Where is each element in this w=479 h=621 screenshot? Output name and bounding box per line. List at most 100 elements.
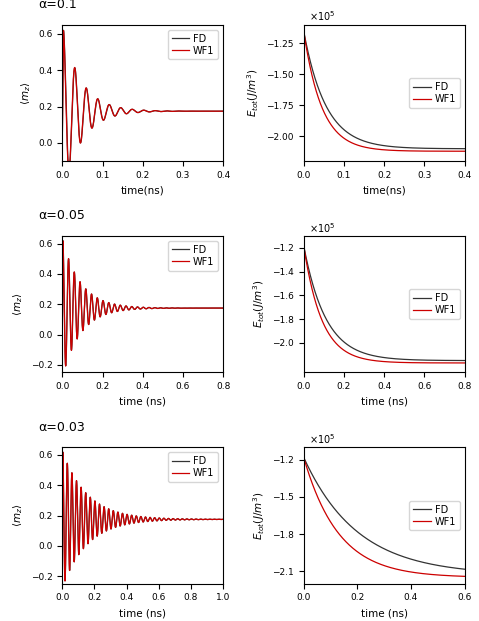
WF1 — [61, 27, 67, 34]
WF1 — [136, 519, 142, 526]
Y-axis label: $E_{tot}(J/m^3)$: $E_{tot}(J/m^3)$ — [251, 491, 266, 540]
WF1 — [457, 359, 463, 366]
WF1 — [379, 358, 385, 365]
FD — [207, 304, 213, 312]
X-axis label: time (ns): time (ns) — [361, 397, 408, 407]
WF1 — [60, 448, 66, 456]
WF1 — [66, 167, 72, 175]
WF1 — [176, 107, 182, 115]
WF1 — [301, 242, 307, 250]
FD — [379, 142, 385, 149]
WF1 — [216, 515, 221, 523]
WF1 — [379, 146, 385, 153]
WF1 — [136, 109, 142, 116]
WF1 — [216, 107, 221, 115]
WF1 — [309, 479, 315, 486]
Y-axis label: $\langle m_z \rangle$: $\langle m_z \rangle$ — [11, 504, 25, 527]
FD — [136, 519, 142, 526]
X-axis label: time (ns): time (ns) — [119, 397, 166, 407]
WF1 — [309, 71, 315, 79]
WF1 — [63, 362, 68, 369]
FD — [301, 27, 307, 35]
Legend: FD, WF1: FD, WF1 — [168, 30, 218, 60]
FD — [428, 356, 433, 364]
Y-axis label: $E_{tot}(J/m^3)$: $E_{tot}(J/m^3)$ — [245, 69, 261, 117]
WF1 — [220, 515, 226, 523]
FD — [216, 515, 221, 523]
FD — [309, 278, 315, 285]
FD — [375, 542, 380, 549]
FD — [128, 512, 134, 520]
FD — [136, 109, 142, 116]
X-axis label: time(ns): time(ns) — [121, 186, 165, 196]
WF1 — [207, 107, 213, 115]
FD — [176, 304, 182, 312]
FD — [428, 145, 433, 152]
WF1 — [457, 359, 463, 366]
WF1 — [59, 542, 65, 550]
FD — [375, 141, 380, 148]
WF1 — [60, 237, 66, 245]
WF1 — [457, 573, 463, 580]
FD — [59, 331, 65, 338]
WF1 — [216, 304, 221, 312]
Text: α=0.05: α=0.05 — [38, 209, 85, 222]
WF1 — [379, 561, 385, 569]
Line: FD: FD — [304, 246, 465, 361]
Text: $\times 10^5$: $\times 10^5$ — [308, 10, 335, 24]
WF1 — [375, 560, 380, 567]
Y-axis label: $\langle m_z \rangle$: $\langle m_z \rangle$ — [11, 292, 25, 316]
Y-axis label: $\langle m_z \rangle$: $\langle m_z \rangle$ — [19, 81, 33, 105]
FD — [62, 577, 68, 584]
Text: α=0.1: α=0.1 — [38, 0, 77, 11]
FD — [60, 448, 66, 456]
FD — [207, 515, 213, 523]
FD — [59, 139, 65, 147]
Legend: FD, WF1: FD, WF1 — [168, 452, 218, 482]
X-axis label: time (ns): time (ns) — [119, 608, 166, 618]
Legend: FD, WF1: FD, WF1 — [168, 241, 218, 271]
WF1 — [62, 578, 68, 585]
WF1 — [428, 571, 433, 578]
WF1 — [428, 147, 433, 155]
WF1 — [59, 139, 65, 147]
WF1 — [176, 516, 182, 524]
FD — [457, 145, 463, 152]
FD — [457, 357, 463, 365]
Line: WF1: WF1 — [304, 31, 465, 152]
Legend: FD, WF1: FD, WF1 — [409, 289, 460, 319]
WF1 — [127, 305, 133, 312]
WF1 — [220, 107, 226, 115]
FD — [220, 304, 226, 312]
WF1 — [457, 573, 463, 580]
FD — [127, 305, 133, 312]
Text: α=0.03: α=0.03 — [38, 421, 85, 434]
FD — [127, 519, 133, 527]
FD — [301, 242, 307, 250]
Line: FD: FD — [62, 241, 223, 366]
FD — [66, 167, 72, 175]
Line: FD: FD — [62, 30, 223, 171]
Line: FD: FD — [62, 452, 223, 581]
FD — [457, 565, 463, 573]
Legend: FD, WF1: FD, WF1 — [409, 501, 460, 530]
FD — [220, 515, 226, 523]
WF1 — [220, 304, 226, 312]
FD — [136, 304, 142, 312]
FD — [61, 27, 67, 34]
Line: FD: FD — [304, 31, 465, 148]
Y-axis label: $E_{tot}(J/m^3)$: $E_{tot}(J/m^3)$ — [251, 280, 266, 329]
WF1 — [59, 331, 65, 338]
FD — [457, 565, 463, 573]
FD — [309, 470, 315, 478]
WF1 — [301, 27, 307, 35]
Line: WF1: WF1 — [304, 457, 465, 576]
X-axis label: time (ns): time (ns) — [361, 608, 408, 618]
FD — [462, 357, 468, 365]
FD — [216, 107, 221, 115]
WF1 — [207, 304, 213, 312]
WF1 — [127, 519, 133, 526]
FD — [216, 304, 221, 312]
WF1 — [462, 573, 468, 580]
WF1 — [309, 284, 315, 292]
